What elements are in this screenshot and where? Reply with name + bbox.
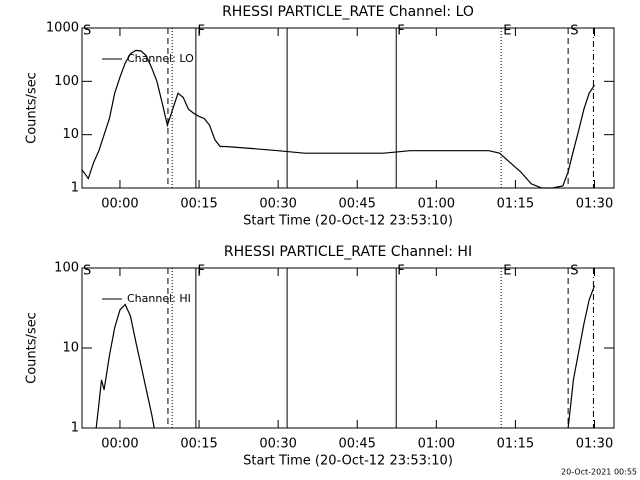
x-tick-label: 01:00 [418,197,455,212]
x-tick-label: 00:30 [259,437,296,452]
x-tick-label: 01:30 [576,197,613,212]
event-label: E [503,24,511,39]
x-tick-label: 00:00 [101,437,138,452]
x-tick-label: 00:45 [338,437,375,452]
event-label: F [197,264,204,279]
event-label: S [83,24,91,39]
timestamp: 20-Oct-2021 00:55 [561,468,637,477]
y-tick-label: 1000 [46,21,79,36]
y-tick-label: 1 [71,421,79,436]
plot-frame [81,27,615,189]
chart-title: RHESSI PARTICLE_RATE Channel: LO [222,4,474,20]
x-tick-label: 01:00 [418,437,455,452]
x-tick-label: 01:15 [497,197,534,212]
legend-label: Channel: HI [127,292,191,305]
x-tick-label: 01:30 [576,437,613,452]
y-tick-label: 10 [62,127,79,142]
data-line [95,285,596,429]
x-tick-label: 00:45 [338,197,375,212]
x-tick-label: 00:00 [101,197,138,212]
event-label: S [570,264,578,279]
x-tick-label: 01:15 [497,437,534,452]
x-axis-label: Start Time (20-Oct-12 23:53:10) [243,214,453,229]
y-tick-label: 100 [54,74,79,89]
event-label: S [83,264,91,279]
x-axis-label: Start Time (20-Oct-12 23:53:10) [243,454,453,469]
y-tick-label: 100 [54,261,79,276]
y-axis-label: Counts/sec [25,312,40,384]
chart-title: RHESSI PARTICLE_RATE Channel: HI [224,244,472,260]
event-label: F [197,24,204,39]
data-line [81,49,596,189]
y-tick-label: 1 [71,181,79,196]
legend-label: Channel: LO [127,52,194,65]
event-label: E [503,264,511,279]
event-label: S [570,24,578,39]
event-label: F [397,264,404,279]
y-axis-label: Counts/sec [25,72,40,144]
x-tick-label: 00:15 [180,437,217,452]
y-tick-label: 10 [62,341,79,356]
x-tick-label: 00:30 [259,197,296,212]
event-label: F [397,24,404,39]
x-tick-label: 00:15 [180,197,217,212]
